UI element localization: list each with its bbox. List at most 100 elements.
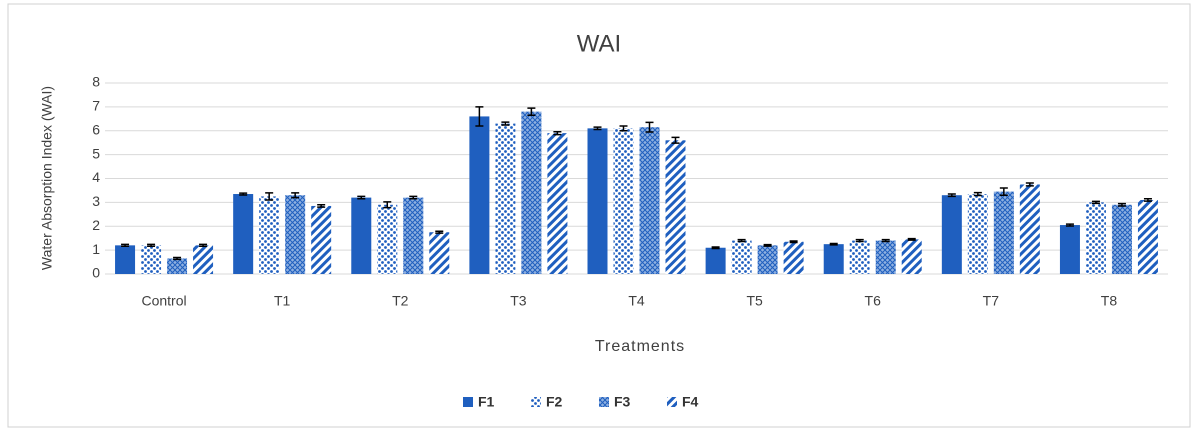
- error-bar: [671, 136, 680, 144]
- error-bar: [1143, 198, 1152, 202]
- bar: [1085, 202, 1106, 274]
- legend-marker: [599, 397, 609, 407]
- error-bar: [409, 195, 418, 200]
- error-bar: [907, 237, 916, 241]
- error-bar: [789, 240, 798, 244]
- error-bar: [763, 243, 772, 247]
- x-tick-label: Control: [141, 293, 186, 309]
- error-bar: [173, 256, 182, 261]
- legend-marker: [667, 397, 677, 407]
- bar: [1111, 204, 1132, 274]
- x-tick-label: T3: [510, 293, 527, 309]
- bar: [469, 116, 490, 274]
- bar: [495, 123, 516, 275]
- bar: [547, 133, 568, 274]
- y-tick-label: 0: [92, 265, 100, 281]
- bar: [1137, 199, 1158, 274]
- y-tick-label: 2: [92, 217, 100, 233]
- error-bar: [999, 187, 1008, 196]
- error-bar: [1025, 182, 1034, 187]
- bar: [875, 240, 896, 274]
- bar: [613, 128, 634, 274]
- x-tick-label: T5: [746, 293, 763, 309]
- y-tick-label: 3: [92, 193, 100, 209]
- legend-label: F4: [682, 394, 699, 410]
- bar: [639, 127, 660, 274]
- bar: [823, 244, 844, 274]
- legend-marker: [463, 397, 473, 407]
- bar: [403, 197, 424, 274]
- bar: [705, 247, 726, 274]
- error-bar: [1091, 200, 1100, 205]
- bar: [993, 191, 1014, 274]
- legend-label: F2: [546, 394, 563, 410]
- error-bar: [947, 193, 956, 198]
- error-bar: [711, 246, 720, 250]
- bar: [587, 128, 608, 274]
- bar: [521, 111, 542, 275]
- error-bar: [1065, 223, 1074, 227]
- error-bar: [553, 130, 562, 136]
- x-tick-label: T6: [865, 293, 882, 309]
- error-bar: [737, 238, 746, 243]
- bar: [665, 140, 686, 274]
- x-tick-label: T4: [628, 293, 645, 309]
- bar: [167, 258, 188, 274]
- error-bar: [383, 201, 392, 209]
- error-bar: [501, 121, 510, 126]
- bar: [1019, 184, 1040, 274]
- bar: [351, 197, 372, 274]
- error-bar: [199, 243, 208, 248]
- error-bar: [973, 191, 982, 197]
- error-bar: [645, 121, 654, 133]
- bar: [967, 194, 988, 274]
- x-tick-label: T1: [274, 293, 291, 309]
- bar: [377, 204, 398, 274]
- error-bar: [435, 230, 444, 234]
- bar: [311, 205, 332, 274]
- x-tick-label: T8: [1101, 293, 1118, 309]
- chart-title: WAI: [577, 30, 621, 57]
- error-bar: [527, 107, 536, 116]
- error-bar: [265, 192, 274, 201]
- error-bar: [147, 243, 156, 248]
- error-bar: [121, 243, 130, 248]
- legend-marker: [531, 397, 541, 407]
- y-tick-label: 7: [92, 98, 100, 114]
- bar: [783, 241, 804, 274]
- error-bar: [475, 106, 484, 127]
- x-tick-label: T2: [392, 293, 409, 309]
- x-axis-label: Treatments: [595, 338, 685, 355]
- y-tick-label: 5: [92, 145, 100, 161]
- error-bar: [593, 126, 602, 131]
- bar: [429, 232, 450, 274]
- error-bar: [291, 192, 300, 199]
- legend-label: F1: [478, 394, 495, 410]
- error-bar: [619, 125, 628, 132]
- error-bar: [357, 195, 366, 200]
- error-bar: [829, 242, 838, 246]
- y-tick-label: 4: [92, 169, 100, 185]
- bar: [757, 245, 778, 274]
- bar: [941, 195, 962, 274]
- bar: [849, 240, 870, 274]
- bar: [141, 245, 162, 274]
- bar: [731, 240, 752, 274]
- bar: [115, 245, 136, 274]
- bar: [1059, 225, 1080, 274]
- bar: [285, 195, 306, 274]
- y-tick-label: 6: [92, 121, 100, 137]
- y-axis-label: Water Absorption Index (WAI): [39, 86, 55, 270]
- y-tick-label: 8: [92, 74, 100, 90]
- error-bar: [239, 192, 248, 196]
- error-bar: [855, 238, 864, 243]
- x-tick-label: T7: [983, 293, 1000, 309]
- bar: [901, 239, 922, 274]
- error-bar: [1117, 202, 1126, 207]
- bar: [259, 196, 280, 274]
- bar: [193, 245, 214, 274]
- legend-label: F3: [614, 394, 631, 410]
- error-bar: [881, 238, 890, 243]
- y-tick-label: 1: [92, 241, 100, 257]
